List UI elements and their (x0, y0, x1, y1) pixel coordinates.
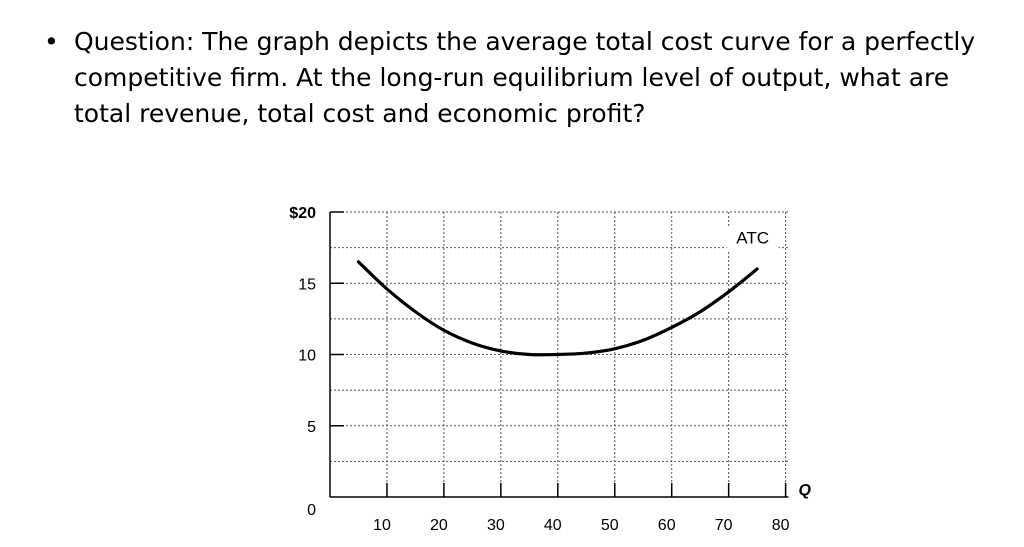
y-tick-label: 10 (298, 348, 316, 365)
x-axis-label: Q (798, 482, 811, 499)
x-tick-label: 70 (715, 517, 733, 534)
x-tick-label: 40 (544, 517, 562, 534)
question-text: Question: The graph depicts the average … (74, 27, 976, 128)
x-tick-label: 80 (772, 517, 790, 534)
annotation-layer: ATC (726, 226, 779, 251)
atc-curve (356, 260, 759, 357)
question-block: • Question: The graph depicts the averag… (40, 24, 1000, 132)
y-tick-label: $20 (289, 205, 316, 222)
x-tick-labels: 10 20 30 40 50 60 70 80 Q (373, 482, 811, 534)
x-tick-label: 20 (430, 517, 448, 534)
y-tick-label: 5 (307, 419, 316, 436)
atc-label-bg (726, 226, 779, 251)
x-tick-label: 30 (487, 517, 505, 534)
x-tick-label: 50 (601, 517, 619, 534)
y-tick-label: 0 (307, 502, 316, 519)
x-tick-label: 10 (373, 517, 391, 534)
tick-marks (330, 211, 787, 497)
x-tick-label: 60 (658, 517, 676, 534)
atc-curve-label: ATC (736, 228, 769, 247)
series-layer (356, 260, 759, 357)
y-tick-labels: 0 5 10 15 $20 (289, 205, 316, 519)
bullet: • (44, 27, 59, 56)
y-tick-label: 15 (298, 276, 316, 293)
